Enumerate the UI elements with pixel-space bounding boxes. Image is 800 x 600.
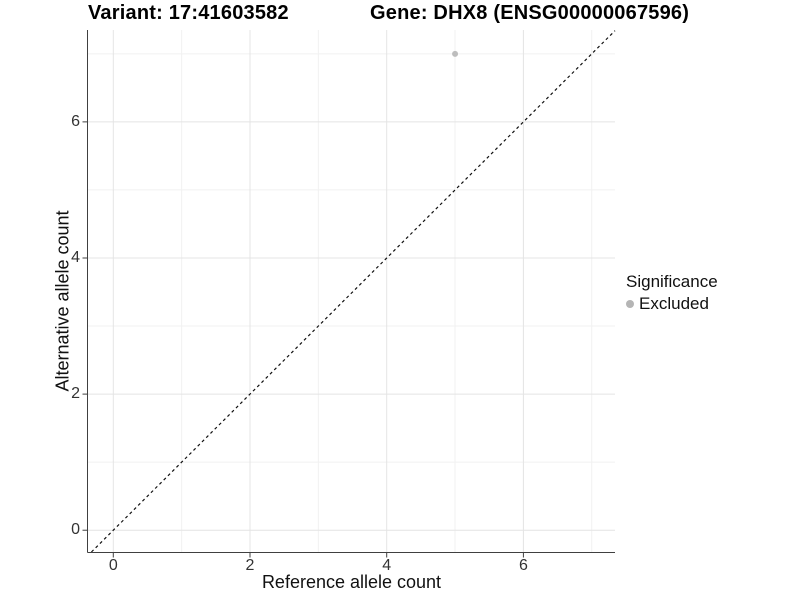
excluded-point-icon — [626, 300, 634, 308]
legend-item-label: Excluded — [639, 294, 709, 313]
y-tick-label: 0 — [71, 521, 80, 539]
y-tick-label: 4 — [71, 248, 80, 266]
legend-item-excluded: Excluded — [626, 294, 718, 314]
x-tick-label: 4 — [382, 557, 392, 574]
x-tick-label: 2 — [245, 557, 255, 574]
x-tick-label: 0 — [108, 557, 118, 574]
x-tick-label: 6 — [518, 557, 528, 574]
legend: Significance Excluded — [626, 272, 718, 314]
y-tick-label: 6 — [71, 112, 80, 130]
plot-title-variant: Variant: 17:41603582 — [88, 2, 289, 24]
data-point — [452, 50, 459, 57]
legend-title: Significance — [626, 272, 718, 291]
x-axis-title: Reference allele count — [261, 572, 442, 592]
y-axis-title: Alternative allele count — [52, 210, 73, 392]
plot-title-gene: Gene: DHX8 (ENSG00000067596) — [370, 2, 690, 24]
y-tick-label: 2 — [71, 385, 80, 403]
identity-reference-line — [90, 30, 616, 553]
